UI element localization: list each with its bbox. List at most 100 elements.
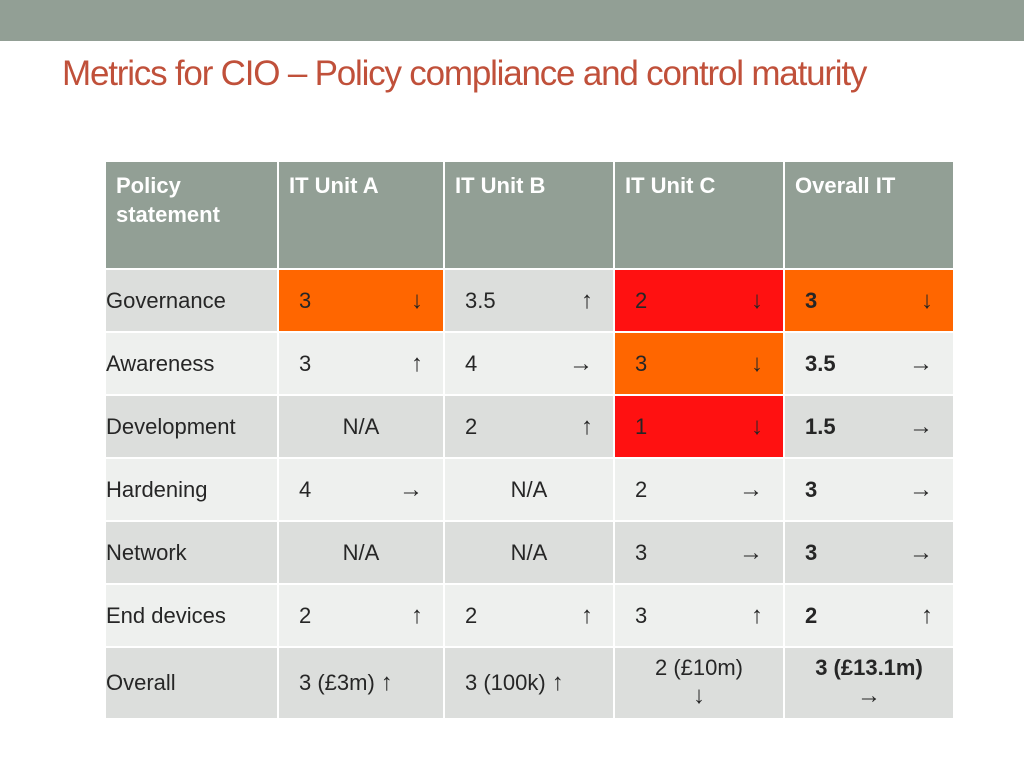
cell-value: 3 — [299, 350, 312, 376]
cell-it-unit-b: 3 (100k) ↑ — [443, 646, 615, 720]
cell-it-unit-c: 2 ↓ — [613, 268, 785, 333]
table-row: End devices 2 ↑ 2 ↑ 3 ↑ 2 ↑ — [104, 583, 955, 648]
cell-value: 2 — [635, 476, 648, 502]
cell-value: 3 — [635, 350, 648, 376]
cell-content: 2 (£10m) ↓ — [615, 654, 783, 710]
arrow-up-icon: ↑ — [380, 669, 393, 696]
cell-value: 1.5 — [805, 413, 836, 439]
cell-it-unit-b: N/A — [443, 520, 615, 585]
table-row: Awareness 3 ↑ 4 → 3 ↓ 3.5 → — [104, 331, 955, 396]
arrow-up-icon: ↑ — [581, 601, 593, 629]
row-label: Governance — [104, 268, 279, 333]
cell-value: 2 — [465, 602, 478, 628]
table-header-row: Policy statement IT Unit A IT Unit B IT … — [104, 160, 955, 270]
arrow-right-icon: → — [909, 475, 933, 503]
cell-overall-it: 2 ↑ — [783, 583, 955, 648]
table-row: Development N/A 2 ↑ 1 ↓ 1.5 → — [104, 394, 955, 459]
cell-it-unit-a: N/A — [277, 394, 445, 459]
cell-it-unit-c: 3 ↓ — [613, 331, 785, 396]
arrow-up-icon: ↑ — [581, 286, 593, 314]
cell-it-unit-b: N/A — [443, 457, 615, 522]
cell-value: N/A — [342, 413, 380, 439]
cell-it-unit-a: 3 ↓ — [277, 268, 445, 333]
arrow-down-icon: ↓ — [921, 286, 933, 314]
cell-it-unit-c: 1 ↓ — [613, 394, 785, 459]
cell-it-unit-a: 4 → — [277, 457, 445, 522]
cell-value: 3 — [805, 539, 818, 565]
cell-it-unit-a: 2 ↑ — [277, 583, 445, 648]
cell-it-unit-a: N/A — [277, 520, 445, 585]
arrow-right-icon: → — [857, 682, 881, 709]
cell-value: N/A — [510, 539, 548, 565]
cell-it-unit-b: 2 ↑ — [443, 583, 615, 648]
header-it-unit-c: IT Unit C — [613, 160, 785, 270]
cell-value: 3 — [299, 287, 312, 313]
cell-value: 3.5 — [805, 350, 836, 376]
cell-value: 2 — [465, 413, 478, 439]
cell-overall-it: 3.5 → — [783, 331, 955, 396]
row-label: Network — [104, 520, 279, 585]
header-overall-it: Overall IT — [783, 160, 955, 270]
arrow-up-icon: ↑ — [411, 349, 423, 377]
arrow-right-icon: → — [569, 349, 593, 377]
table-row: Network N/A N/A 3 → 3 → — [104, 520, 955, 585]
metrics-table: Policy statement IT Unit A IT Unit B IT … — [104, 160, 955, 720]
header-it-unit-a: IT Unit A — [277, 160, 445, 270]
cell-value: 3 (£3m) — [299, 670, 375, 695]
cell-value: 2 — [805, 602, 818, 628]
row-label: Overall — [104, 646, 279, 720]
arrow-down-icon: ↓ — [751, 349, 763, 377]
cell-content: 3 (£3m) ↑ — [299, 669, 393, 697]
cell-value: 3 — [635, 602, 648, 628]
cell-value: 3 — [805, 287, 818, 313]
cell-overall-it: 3 (£13.1m) → — [783, 646, 955, 720]
cell-value: 4 — [299, 476, 312, 502]
arrow-down-icon: ↓ — [751, 412, 763, 440]
cell-value: 3.5 — [465, 287, 496, 313]
row-label: Development — [104, 394, 279, 459]
arrow-up-icon: ↑ — [411, 601, 423, 629]
cell-overall-it: 3 → — [783, 520, 955, 585]
header-policy-statement: Policy statement — [104, 160, 279, 270]
cell-value: 2 — [635, 287, 648, 313]
cell-value: 3 — [805, 476, 818, 502]
table-row: Governance 3 ↓ 3.5 ↑ 2 ↓ 3 ↓ — [104, 268, 955, 333]
cell-it-unit-b: 2 ↑ — [443, 394, 615, 459]
cell-overall-it: 3 → — [783, 457, 955, 522]
cell-value: 2 (£10m) — [654, 655, 744, 680]
cell-value: 3 (£13.1m) — [815, 655, 923, 680]
arrow-right-icon: → — [909, 538, 933, 566]
top-bar — [0, 0, 1024, 41]
table-row: Overall 3 (£3m) ↑ 3 (100k) ↑ 2 (£10m) ↓ 3 (£13.… — [104, 646, 955, 720]
arrow-right-icon: → — [909, 412, 933, 440]
cell-it-unit-c: 2 (£10m) ↓ — [613, 646, 785, 720]
arrow-up-icon: ↑ — [551, 669, 564, 696]
arrow-down-icon: ↓ — [411, 286, 423, 314]
row-label: End devices — [104, 583, 279, 648]
cell-it-unit-b: 4 → — [443, 331, 615, 396]
cell-value: 2 — [299, 602, 312, 628]
cell-overall-it: 3 ↓ — [783, 268, 955, 333]
cell-value: 4 — [465, 350, 478, 376]
cell-it-unit-b: 3.5 ↑ — [443, 268, 615, 333]
arrow-right-icon: → — [909, 349, 933, 377]
arrow-right-icon: → — [739, 475, 763, 503]
cell-overall-it: 1.5 → — [783, 394, 955, 459]
header-it-unit-b: IT Unit B — [443, 160, 615, 270]
table-row: Hardening 4 → N/A 2 → 3 → — [104, 457, 955, 522]
arrow-right-icon: → — [739, 538, 763, 566]
cell-it-unit-a: 3 ↑ — [277, 331, 445, 396]
cell-value: 1 — [635, 413, 648, 439]
cell-it-unit-a: 3 (£3m) ↑ — [277, 646, 445, 720]
cell-content: 3 (£13.1m) → — [785, 654, 953, 710]
arrow-up-icon: ↑ — [751, 601, 763, 629]
row-label: Hardening — [104, 457, 279, 522]
arrow-down-icon: ↓ — [751, 286, 763, 314]
cell-value: 3 — [635, 539, 648, 565]
row-label: Awareness — [104, 331, 279, 396]
cell-value: N/A — [342, 539, 380, 565]
slide-title: Metrics for CIO – Policy compliance and … — [62, 54, 867, 93]
arrow-up-icon: ↑ — [921, 601, 933, 629]
cell-it-unit-c: 3 ↑ — [613, 583, 785, 648]
arrow-right-icon: → — [399, 475, 423, 503]
